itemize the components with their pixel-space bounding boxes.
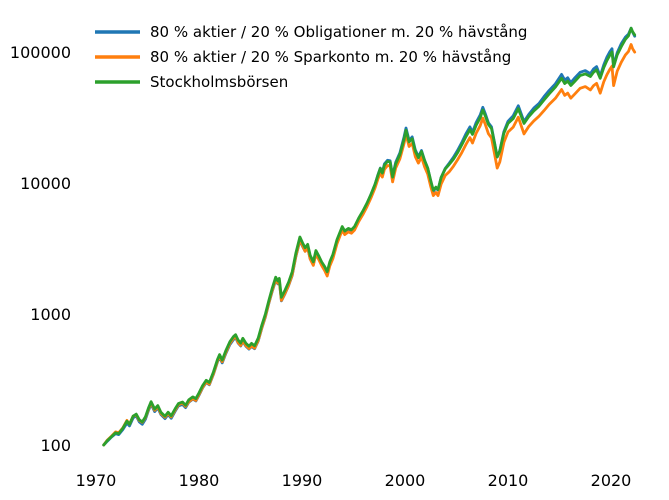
legend-label-stockholmsborsen: Stockholmsbörsen <box>150 73 288 91</box>
x-tick-label: 1970 <box>76 471 117 490</box>
legend-label-obligationer: 80 % aktier / 20 % Obligationer m. 20 % … <box>150 23 527 41</box>
x-tick-label: 1990 <box>282 471 323 490</box>
y-tick-label: 100 <box>40 436 71 455</box>
x-axis: 1970 1980 1990 2000 2010 2020 <box>76 471 632 490</box>
y-tick-label: 100000 <box>10 43 71 62</box>
y-axis: 100 1000 10000 100000 <box>10 43 71 455</box>
legend-label-sparkonto: 80 % aktier / 20 % Sparkonto m. 20 % häv… <box>150 48 511 66</box>
y-tick-label: 1000 <box>30 305 71 324</box>
y-tick-label: 10000 <box>20 174 71 193</box>
x-tick-label: 2000 <box>385 471 426 490</box>
x-tick-label: 2020 <box>591 471 632 490</box>
series-line-stockholmsborsen <box>102 26 637 447</box>
legend: 80 % aktier / 20 % Obligationer m. 20 % … <box>95 23 527 91</box>
x-tick-label: 1980 <box>179 471 220 490</box>
x-tick-label: 2010 <box>488 471 529 490</box>
series-line-aktier-sparkonto <box>102 43 637 447</box>
